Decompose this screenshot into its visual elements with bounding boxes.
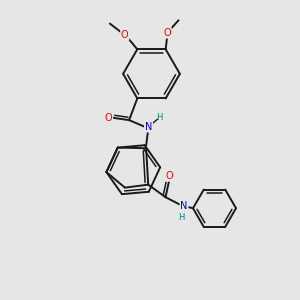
Text: N: N bbox=[145, 122, 152, 132]
Text: H: H bbox=[178, 213, 184, 222]
Text: O: O bbox=[165, 171, 173, 181]
Text: O: O bbox=[164, 28, 171, 38]
Text: H: H bbox=[156, 113, 162, 122]
Text: O: O bbox=[121, 30, 129, 40]
Text: N: N bbox=[180, 201, 188, 211]
Text: O: O bbox=[105, 113, 112, 123]
